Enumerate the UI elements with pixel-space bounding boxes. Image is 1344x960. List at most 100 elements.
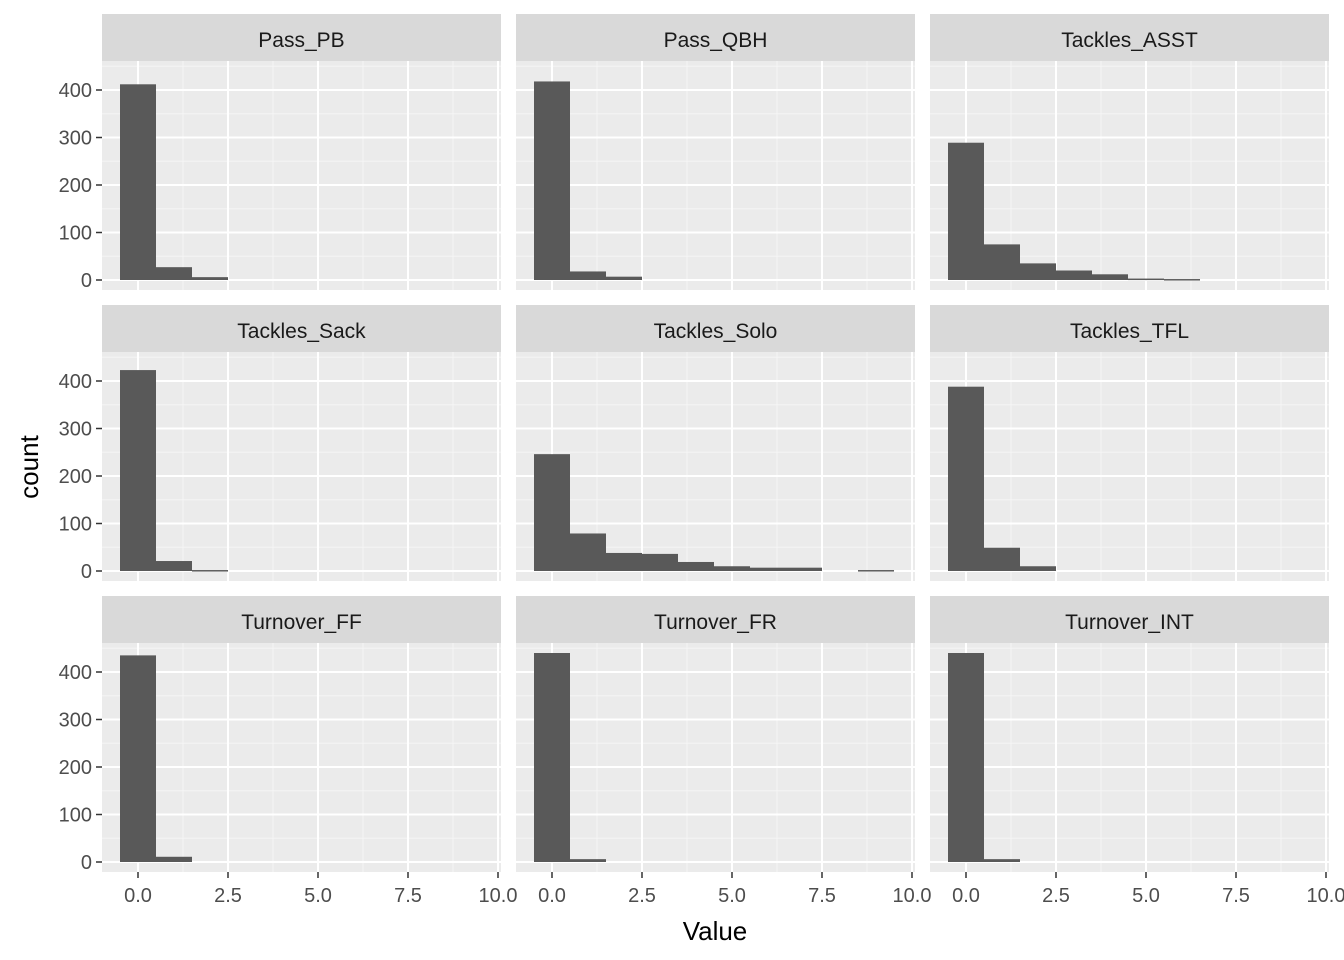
facet-strip — [930, 305, 1329, 352]
histogram-bar — [984, 547, 1020, 571]
histogram-bar — [1056, 270, 1092, 280]
histogram-bar — [120, 84, 156, 280]
facet-pass-qbh: Pass_QBH — [516, 14, 915, 290]
histogram-bar — [156, 856, 192, 862]
y-tick-label: 400 — [59, 662, 92, 684]
histogram-bar — [642, 553, 678, 571]
facet-strip-label: Tackles_Sack — [237, 320, 366, 343]
facet-tackles-tfl: Tackles_TFL — [930, 305, 1329, 581]
y-tick-label: 200 — [59, 175, 92, 197]
facet-strip-label: Tackles_Solo — [654, 320, 778, 343]
y-tick-label: 0 — [81, 852, 92, 874]
y-tick-label: 100 — [59, 805, 92, 827]
y-tick-label: 200 — [59, 757, 92, 779]
facet-strip-label: Pass_QBH — [664, 29, 768, 52]
histogram-bar — [1092, 274, 1128, 280]
facet-turnover-int: Turnover_INT 0.0 2.5 5.0 7.5 10.0 — [930, 596, 1344, 907]
x-tick-label: 2.5 — [214, 885, 242, 907]
facet-strip — [102, 305, 501, 352]
y-tick-label: 200 — [59, 466, 92, 488]
histogram-bar — [1020, 263, 1056, 280]
facet-strip-label: Tackles_ASST — [1061, 29, 1198, 52]
y-tick-label: 300 — [59, 128, 92, 150]
x-tick-label: 7.5 — [394, 885, 422, 907]
histogram-bar — [606, 276, 642, 280]
x-tick-label: 10.0 — [479, 885, 518, 907]
y-tick-label: 0 — [81, 270, 92, 292]
histogram-bar — [984, 859, 1020, 862]
facet-pass-pb: Pass_PB 0 100 200 300 400 — [59, 14, 501, 292]
facet-strip — [516, 305, 915, 352]
histogram-bar — [948, 142, 984, 280]
histogram-bar — [858, 570, 894, 572]
x-tick-label: 2.5 — [628, 885, 656, 907]
y-axis-title: count — [14, 434, 44, 498]
histogram-bar — [948, 386, 984, 571]
histogram-bar — [120, 655, 156, 862]
x-tick-label: 5.0 — [718, 885, 746, 907]
y-tick-label: 300 — [59, 710, 92, 732]
x-tick-label: 10.0 — [893, 885, 932, 907]
facet-tackles-asst: Tackles_ASST — [930, 14, 1329, 290]
histogram-bar — [714, 566, 750, 571]
facet-strip — [102, 596, 501, 643]
histogram-bar — [534, 653, 570, 862]
facet-panel — [930, 352, 1329, 581]
facet-strip-label: Turnover_INT — [1065, 611, 1194, 634]
histogram-bar — [606, 552, 642, 571]
histogram-bar — [192, 277, 228, 280]
histogram-bar — [534, 454, 570, 571]
y-tick-label: 400 — [59, 80, 92, 102]
histogram-bar — [1020, 566, 1056, 571]
histogram-bar — [534, 81, 570, 280]
facet-panel — [930, 643, 1329, 872]
histogram-bar — [948, 653, 984, 862]
facet-panel — [102, 643, 501, 872]
x-tick-label: 0.0 — [952, 885, 980, 907]
facet-strip — [102, 14, 501, 61]
y-tick-label: 300 — [59, 419, 92, 441]
facet-strip-label: Turnover_FF — [241, 611, 362, 634]
x-tick-label: 2.5 — [1042, 885, 1070, 907]
facet-turnover-ff: Turnover_FF 0 100 200 300 400 0.0 2.5 5.0 7.5 10.0 — [59, 596, 518, 907]
facet-strip — [516, 14, 915, 61]
facet-tackles-sack: Tackles_Sack 0 100 200 300 400 — [59, 305, 501, 583]
x-tick-label: 0.0 — [538, 885, 566, 907]
histogram-bar — [192, 570, 228, 572]
y-tick-label: 100 — [59, 223, 92, 245]
histogram-bar — [570, 271, 606, 280]
facet-panel — [102, 352, 501, 581]
histogram-bar — [786, 567, 822, 571]
x-tick-label: 0.0 — [124, 885, 152, 907]
facet-strip-label: Tackles_TFL — [1070, 320, 1189, 343]
facet-turnover-fr: Turnover_FR 0.0 2.5 5.0 7.5 10.0 — [516, 596, 931, 907]
y-tick-label: 400 — [59, 371, 92, 393]
x-tick-label: 7.5 — [808, 885, 836, 907]
facet-strip-label: Pass_PB — [258, 29, 344, 52]
facet-panel — [102, 61, 501, 290]
histogram-bar — [1128, 278, 1164, 281]
histogram-bar — [120, 370, 156, 571]
facet-strip — [930, 14, 1329, 61]
histogram-bar — [750, 567, 786, 571]
histogram-bar — [570, 859, 606, 862]
facet-tackles-solo: Tackles_Solo — [516, 305, 915, 581]
facet-strip-label: Turnover_FR — [654, 611, 777, 634]
histogram-bar — [1164, 279, 1200, 281]
facet-strip — [930, 596, 1329, 643]
x-tick-label: 7.5 — [1222, 885, 1250, 907]
histogram-bar — [156, 267, 192, 280]
histogram-bar — [678, 561, 714, 571]
x-axis-title: Value — [683, 916, 748, 946]
facet-strip — [516, 596, 915, 643]
y-tick-label: 100 — [59, 514, 92, 536]
facet-panel — [516, 643, 915, 872]
y-tick-label: 0 — [81, 561, 92, 583]
x-tick-label: 5.0 — [1132, 885, 1160, 907]
x-tick-label: 10.0 — [1307, 885, 1344, 907]
histogram-bar — [570, 533, 606, 571]
x-tick-label: 5.0 — [304, 885, 332, 907]
histogram-bar — [984, 244, 1020, 280]
histogram-bar — [156, 561, 192, 571]
